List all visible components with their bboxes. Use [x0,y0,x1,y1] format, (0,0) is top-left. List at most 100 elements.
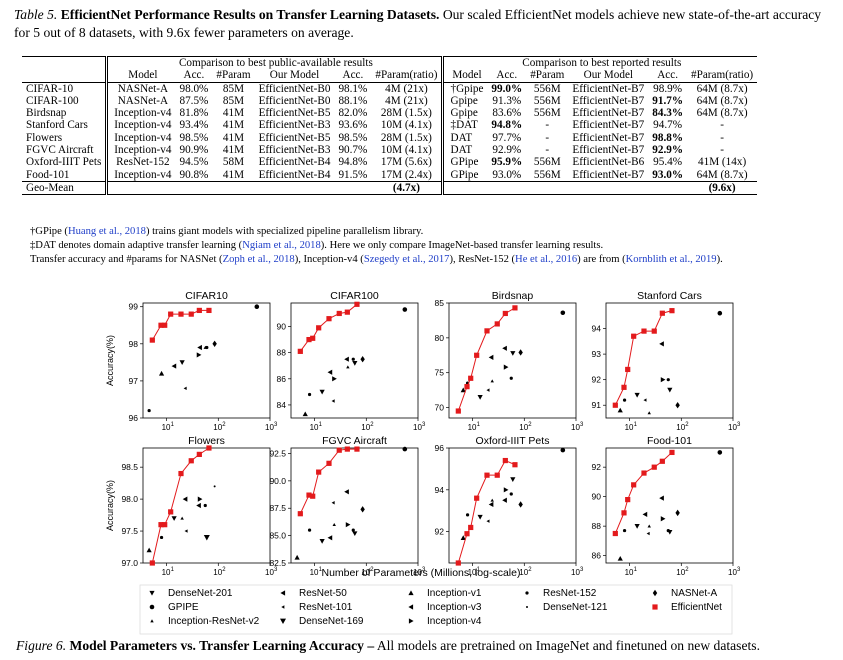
table-cell-a2: 99.0% [491,82,523,95]
panel-title: CIFAR100 [330,290,379,302]
table-cell-m1: Inception-v4 [114,107,172,120]
baseline-point [182,496,188,502]
column-divider [105,168,111,182]
efficientnet-point [512,305,518,311]
table-caption-text: Our scaled EfficientNet models achieve n… [14,7,822,40]
efficientnet-point [625,366,631,373]
efficientnet-point [651,328,657,334]
legend-label: ResNet-50 [299,588,347,599]
baseline-point [319,539,325,544]
baseline-point [647,411,651,415]
legend-label: Inception-ResNet-v2 [168,616,260,627]
table-cell-dataset: FGVC Aircraft [26,144,94,157]
table-cell-o1: EfficientNet-B4 [258,156,331,169]
x-tick-label: 10 [468,423,477,432]
column-header: Our Model [568,69,649,83]
table-cell-o2: EfficientNet-B7 [572,82,645,95]
table-cell-p2: - [545,119,550,132]
table-cell-p1: 85M [222,82,245,95]
baseline-point [477,514,483,520]
baseline-point [503,487,509,493]
baseline-point [402,446,408,452]
x-tick-exponent: 1 [171,567,175,573]
column-divider [441,119,447,132]
baseline-point [675,509,680,517]
panel-title: FGVC Aircraft [322,435,387,447]
legend-marker [281,605,285,609]
table-cell-a2: 94.8% [491,119,523,132]
baseline-point [486,519,490,523]
baseline-point [477,395,483,400]
x-tick-label: 10 [310,568,319,577]
plot-frame [448,447,577,564]
efficientnet-point [168,509,174,515]
table-cell-a2: 93.0% [492,168,522,181]
panel-title: Food-101 [647,435,692,447]
x-tick-label: 10 [519,423,528,432]
y-tick-label: 97 [129,376,139,386]
table-cell-a1: 98.0% [179,82,209,95]
baseline-point [307,392,312,397]
baseline-point [666,378,670,382]
column-header: #Param(ratio) [687,69,758,83]
table-cell-r1: 28M (1.5x) [380,131,432,144]
baseline-point [667,529,673,535]
citation-link[interactable]: Szegedy et al., 2017 [363,254,450,265]
efficientnet-point [178,311,184,317]
column-header-row: Model Acc. #Param Our Model Acc. #Param(ratio… [22,69,758,83]
baseline-point [351,528,355,532]
table-cell-r1: 4M (21x) [385,82,428,95]
table-cell-r1: 28M (1.5x) [380,107,432,120]
x-tick-label: 10 [519,568,528,577]
table-cell-r1: 10M (4.1x) [380,144,432,157]
efficientnet-point [641,470,647,476]
table-cell-m2: Gpipe [450,107,478,120]
baseline-point [302,411,308,417]
figure-label: Figure 6. [16,638,67,653]
legend-item: DenseNet-201 [149,588,233,599]
baseline-point [659,495,664,501]
citation-link[interactable]: Ngiam et al., 2018 [242,240,321,251]
efficientnet-point [188,458,194,464]
baseline-point [617,555,623,561]
table-row: FGVC Aircraft Inception-v4 90.9% 41M Efficie… [22,144,757,157]
column-divider [105,107,111,120]
citation-link[interactable]: Zoph et al., 2018 [222,254,295,265]
table-cell-m1: ResNet-152 [116,156,170,169]
column-header: Model [446,69,488,83]
legend-marker [149,590,155,596]
baseline-point [488,501,494,508]
y-tick-label: 97.5 [121,526,138,536]
panel-title: CIFAR10 [185,290,228,302]
citation-link[interactable]: Huang et al., 2018 [67,226,146,237]
efficientnet-point [149,560,155,566]
legend-frame [139,584,733,635]
table-cell-m2: Gpipe [450,94,478,107]
baseline-point [465,513,470,517]
table-cell-m1: Inception-v4 [114,144,172,157]
legend-item: GPIPE [149,602,199,613]
table-cell-oa1: 98.1% [338,82,368,95]
column-divider [441,156,447,169]
baseline-point [660,377,666,383]
baseline-point [196,502,201,509]
footnote-dat: ‡DAT denotes domain adaptive transfer le… [30,240,604,251]
table-row: Stanford Cars Inception-v4 93.4% 41M Efficie… [22,119,757,132]
table-cell-a2: 97.7% [492,131,522,144]
legend-label: DenseNet-169 [299,616,364,627]
efficientnet-point [310,493,316,499]
table-cell-oa2: 84.3% [652,107,684,120]
citation-link[interactable]: He et al., 2016 [515,254,578,265]
table-cell-oa1: 90.7% [338,144,368,157]
baseline-point [360,355,365,363]
column-header: Acc. [334,69,372,83]
y-tick-label: 85.0 [269,531,286,541]
citation-link[interactable]: Kornblith et al., 2019 [625,254,717,265]
table-cell-p1: 41M [222,107,245,120]
baseline-point [179,360,185,365]
efficientnet-point [474,495,480,501]
y-tick-label: 98 [129,339,139,349]
baseline-point [502,345,507,351]
legend-item: Inception-v4 [408,616,482,627]
